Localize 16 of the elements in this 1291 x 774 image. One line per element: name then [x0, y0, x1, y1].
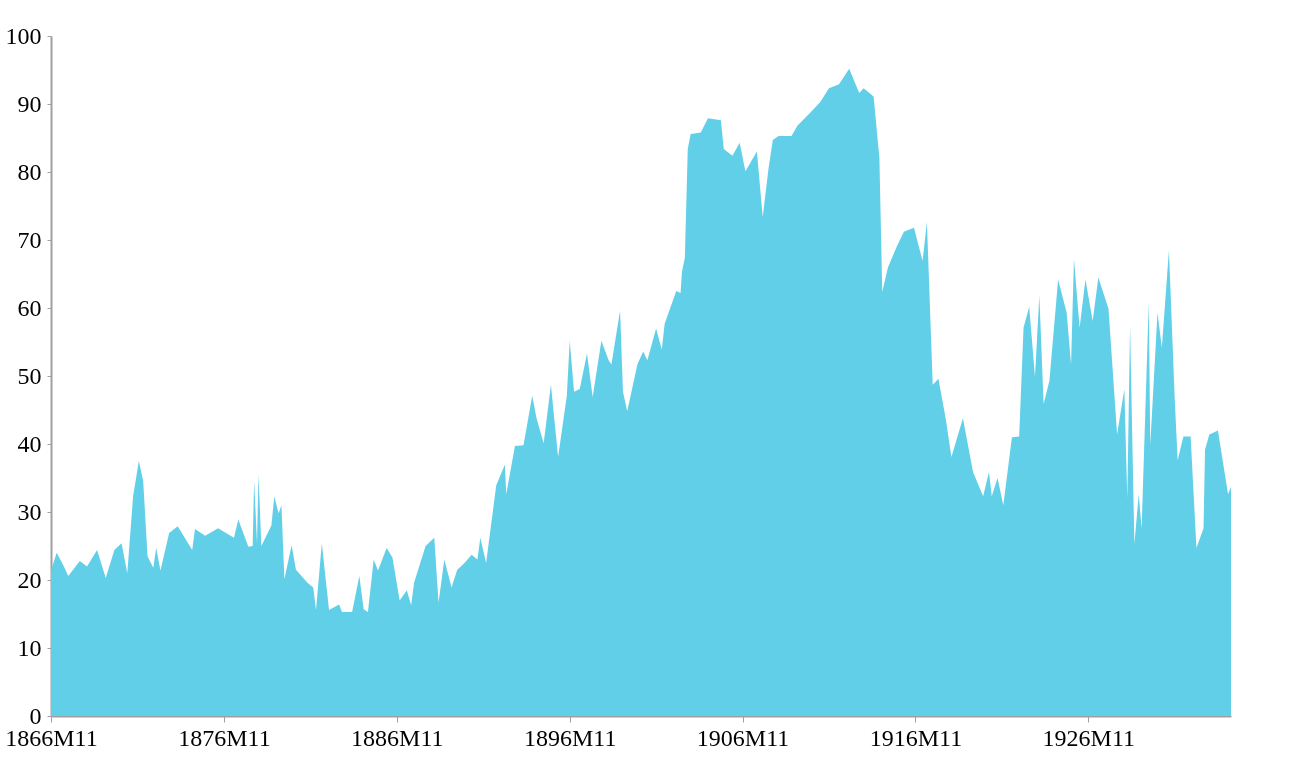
y-tick-label: 80	[17, 158, 42, 185]
x-tick-label: 1906M11	[696, 724, 790, 751]
y-tick-label: 90	[17, 90, 42, 117]
x-tick-label: 1926M11	[1042, 724, 1136, 751]
y-tick-label: 60	[17, 294, 42, 321]
y-tick-label: 40	[17, 430, 42, 457]
x-tick-label: 1886M11	[351, 724, 444, 751]
y-tick-label: 20	[17, 566, 42, 593]
y-tick-label: 30	[17, 498, 42, 525]
x-tick-label: 1896M11	[523, 724, 617, 751]
y-tick-label: 50	[17, 362, 42, 389]
y-tick-label: 100	[5, 22, 42, 49]
y-tick-label: 10	[17, 634, 42, 661]
x-tick-label: 1916M11	[869, 724, 963, 751]
x-tick-label: 1876M11	[178, 724, 271, 751]
y-tick-label: 70	[17, 226, 42, 253]
